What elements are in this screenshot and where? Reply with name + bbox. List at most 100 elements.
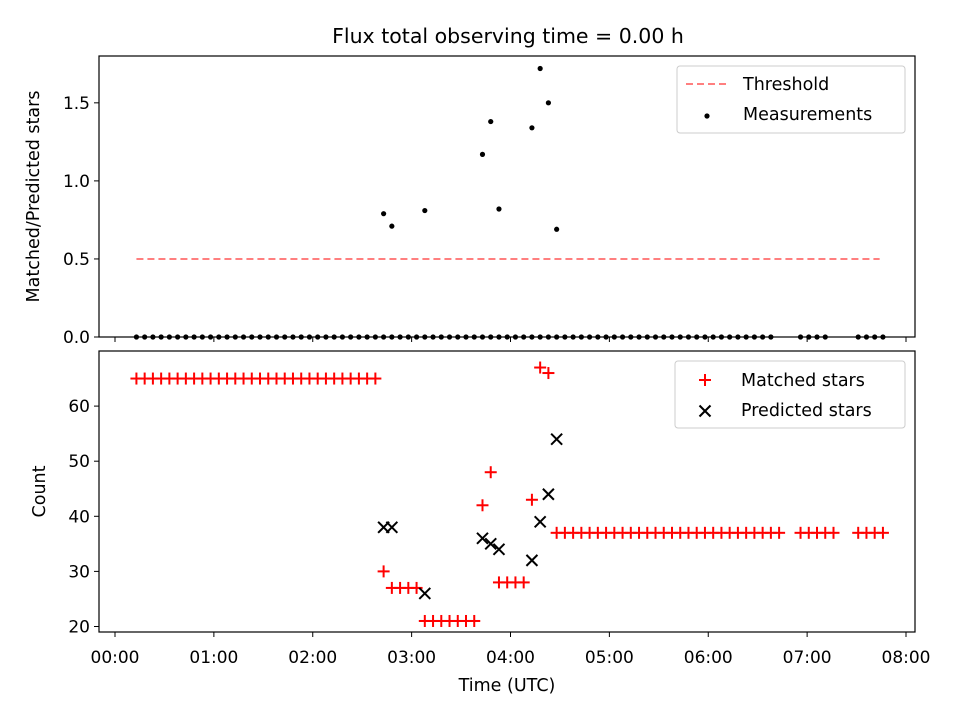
measurement-point — [133, 334, 140, 340]
measurement-point — [806, 334, 812, 340]
predicted-star-point — [484, 537, 497, 551]
bottom-xtick-label: 02:00 — [288, 648, 337, 668]
measurement-point — [554, 226, 560, 232]
measurement-point — [652, 334, 659, 340]
measurement-point — [537, 65, 543, 72]
matched-star-point — [534, 361, 547, 374]
measurement-point — [521, 334, 527, 340]
bottom-legend: Matched stars Predicted stars — [674, 360, 906, 429]
measurement-point — [199, 334, 205, 340]
measurement-point — [290, 334, 296, 340]
measurement-point — [727, 334, 733, 340]
legend-measurement-swatch — [704, 113, 710, 119]
measurement-point — [488, 334, 494, 340]
bottom-ytick-label: 20 — [68, 617, 90, 637]
top-legend-box — [676, 65, 906, 134]
measurement-point — [710, 334, 716, 340]
legend-predicted-label: Predicted stars — [741, 401, 872, 421]
bottom-ytick-label: 60 — [68, 397, 90, 417]
measurement-point — [496, 206, 502, 212]
measurement-point — [249, 334, 255, 340]
measurement-point — [430, 334, 436, 340]
top-ylabel: Matched/Predicted stars — [24, 91, 44, 303]
measurement-point — [661, 334, 667, 340]
measurement-point — [554, 334, 560, 340]
measurement-point — [183, 334, 189, 340]
legend-matched-label: Matched stars — [741, 371, 865, 391]
measurement-point — [628, 334, 634, 340]
measurement-point — [512, 334, 519, 340]
measurement-point — [529, 125, 535, 131]
matched-star-point — [468, 614, 481, 627]
measurement-point — [216, 334, 222, 340]
bottom-xtick-label: 06:00 — [684, 648, 733, 668]
measurement-point — [611, 334, 617, 340]
measurement-point — [331, 334, 337, 340]
measurement-point — [479, 151, 486, 157]
measurement-point — [814, 334, 820, 340]
measurement-point — [760, 334, 766, 340]
measurement-point — [323, 334, 329, 340]
measurement-point — [718, 334, 725, 340]
measurement-point — [142, 334, 148, 340]
bottom-xtick-label: 05:00 — [585, 648, 634, 668]
measurement-point — [232, 334, 238, 340]
measurement-point — [405, 334, 411, 340]
bottom-xtick-label: 03:00 — [387, 648, 436, 668]
top-axes-measurements: 0.0 0.5 1.0 1.5 Matched/Predicted stars Thres… — [24, 55, 916, 348]
measurement-point — [339, 334, 346, 340]
measurement-point — [306, 334, 313, 340]
measurement-point — [175, 334, 181, 340]
measurement-point — [570, 334, 576, 340]
measurement-point — [356, 334, 362, 340]
predicted-star-point — [418, 587, 432, 600]
measurement-point — [529, 334, 535, 340]
bottom-xlabel: Time (UTC) — [458, 676, 556, 696]
matched-star-point — [542, 367, 555, 380]
measurement-point — [191, 334, 197, 340]
matched-star-point — [699, 374, 711, 386]
measurement-point — [677, 334, 683, 340]
predicted-star-point — [542, 488, 555, 501]
bottom-axes-counts: 20 30 40 50 60 00:00 01:00 02:00 03:00 04:00 05:00… — [30, 350, 931, 696]
bottom-xtick-label: 08:00 — [882, 648, 931, 668]
measurement-point — [150, 334, 156, 340]
measurement-point — [257, 334, 263, 340]
legend-threshold-label: Threshold — [742, 75, 829, 95]
predicted-star-point — [492, 543, 506, 556]
measurement-point — [669, 334, 675, 340]
measurement-point — [735, 334, 741, 340]
measurement-point — [587, 334, 593, 340]
measurement-point — [694, 334, 700, 340]
measurement-point — [537, 334, 543, 340]
bottom-ytick-label: 50 — [68, 452, 90, 472]
predicted-star-point — [550, 432, 563, 446]
bottom-ylabel: Count — [30, 465, 50, 517]
measurement-point — [240, 334, 247, 340]
predicted-star-point — [385, 521, 399, 534]
matched-star-point — [369, 372, 382, 385]
matched-star-point — [377, 565, 390, 578]
measurement-point — [455, 334, 461, 340]
measurement-point — [685, 334, 692, 340]
measurement-point — [389, 334, 395, 340]
measurement-point — [381, 334, 387, 340]
bottom-xtick-label: 00:00 — [91, 648, 140, 668]
measurement-point — [545, 334, 552, 340]
measurement-point — [743, 334, 749, 340]
measurement-point — [855, 334, 861, 340]
measurement-point — [619, 334, 626, 340]
measurement-point — [578, 334, 584, 340]
bottom-legend-box — [674, 360, 906, 429]
measurement-point — [381, 211, 387, 217]
measurement-point — [822, 334, 828, 340]
matched-star-point — [517, 576, 530, 589]
measurement-point — [751, 334, 757, 340]
top-ytick-label: 1.0 — [63, 172, 90, 192]
measurement-point — [438, 334, 444, 340]
matched-star-point — [525, 493, 538, 506]
bottom-xtick-label: 07:00 — [783, 648, 832, 668]
measurement-point — [397, 334, 403, 340]
measurement-point — [446, 334, 453, 340]
